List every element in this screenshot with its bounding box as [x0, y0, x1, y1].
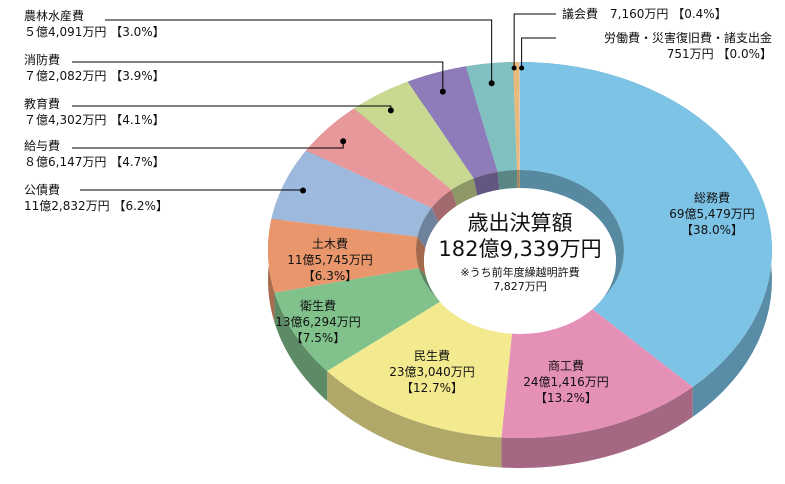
label-doboku: 土木費 11億5,745万円 【6.3%】 [287, 237, 373, 283]
label-somu: 総務費 69億5,479万円 【38.0%】 [669, 191, 755, 237]
label-minsei: 民生費 23億3,040万円 【12.7%】 [389, 349, 475, 395]
leader-line-gikai [513, 13, 556, 69]
label-kosai: 公債費 11億2,832万円 【6.2%】 [24, 183, 168, 213]
slice [512, 62, 520, 171]
slice [519, 62, 520, 171]
label-eisei: 衛生費 13億6,294万円 【7.5%】 [275, 299, 361, 345]
slice-side [327, 371, 502, 468]
center-label: 歳出決算額 182億9,339万円 ※うち前年度繰越明許費 7,827万円 [438, 210, 601, 293]
slice [306, 108, 452, 208]
slice-inner-wall [520, 170, 624, 313]
leader-line-rodo [521, 37, 556, 69]
leader-dot-gikai [511, 65, 517, 71]
leader-dot-kyoiku [387, 107, 394, 114]
label-shobo: 消防費 ７億2,082万円 【3.9%】 [24, 53, 165, 83]
slice-side [274, 292, 328, 402]
leader-dot-shobo [439, 88, 446, 95]
label-kyoiku: 教育費 ７億4,302万円 【4.1%】 [24, 97, 165, 127]
label-norin: 農林水産費 ５億4,091万円 【3.0%】 [24, 9, 165, 39]
slice [274, 268, 441, 372]
slice-inner-wall [451, 178, 478, 206]
slice-inner-wall [431, 189, 457, 222]
label-kyuyo: 給与費 ８億6,147万円 【4.7%】 [24, 139, 165, 169]
slice [271, 150, 432, 237]
slice [465, 62, 518, 172]
slice-inner-wall [473, 171, 500, 196]
slice-side [501, 386, 693, 468]
chart-title: 歳出決算額 [467, 211, 573, 235]
slice [327, 301, 513, 438]
chart-total: 182億9,339万円 [438, 237, 602, 261]
slice [268, 218, 419, 293]
leader-dot-rodo [519, 65, 525, 71]
chart-note: ※うち前年度繰越明許費 [460, 266, 580, 279]
slice [407, 66, 498, 179]
slice [354, 81, 474, 190]
leader-line-norin [105, 19, 493, 84]
slice-inner-wall [517, 170, 520, 189]
slice-inner-wall [497, 170, 518, 190]
slice [520, 62, 772, 387]
center-hole [424, 190, 616, 334]
slice [501, 308, 693, 438]
label-gikai: 議会費 7,160万円 【0.4%】 [562, 7, 727, 21]
leader-dot-kosai [300, 187, 307, 194]
leader-dot-norin [488, 80, 495, 87]
label-rodo: 労働費・災害復旧費・諸支出金 751万円 【0.0%】 [603, 31, 772, 61]
label-shoko: 商工費 24億1,416万円 【13.2%】 [523, 359, 609, 405]
leader-line-shobo [72, 61, 444, 92]
slice-inner-wall [416, 236, 427, 277]
slice-inner-wall [418, 268, 447, 307]
leader-dot-kyuyo [340, 138, 347, 145]
slice-inner-wall [417, 207, 439, 249]
chart-note-value: 7,827万円 [493, 280, 547, 293]
